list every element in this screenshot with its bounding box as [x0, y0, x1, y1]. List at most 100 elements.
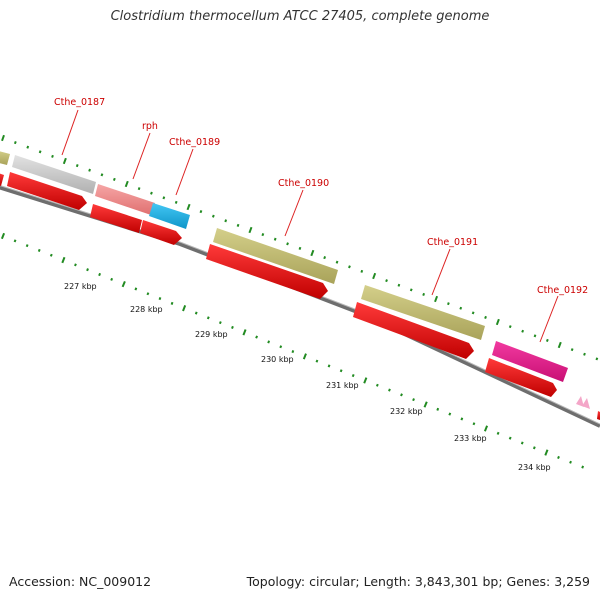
tick-mark [211, 214, 215, 218]
gene-label-rph: rph [142, 121, 158, 132]
tick-mark [100, 173, 104, 177]
feature-cthe-0191[interactable] [361, 285, 485, 340]
kbp-label: 229 kbp [195, 330, 228, 339]
accession-label: Accession: NC_009012 [9, 574, 152, 589]
tick-mark [124, 180, 129, 188]
pink-arrowhead [576, 396, 584, 407]
tick-mark [436, 407, 440, 411]
tick-mark [351, 374, 355, 378]
tick-mark [310, 249, 315, 257]
tick-mark [508, 436, 512, 440]
cds-arrow-cthe-0192[interactable] [485, 358, 557, 397]
kbp-label: 232 kbp [390, 407, 423, 416]
tick-mark [315, 359, 319, 363]
tick-mark [134, 287, 138, 291]
tick-mark [37, 248, 41, 252]
connector-cthe-0192 [539, 295, 559, 343]
tick-mark [471, 311, 475, 315]
connector-cthe-0190 [284, 189, 304, 237]
feature-cthe-0189[interactable] [149, 203, 190, 229]
tick-mark [248, 226, 253, 234]
kbp-tick-row [0, 232, 585, 469]
tick-mark [434, 295, 439, 303]
tick-mark [520, 441, 524, 445]
tick-mark [291, 350, 295, 354]
tick-mark [158, 297, 162, 301]
tick-mark [186, 203, 191, 211]
tick-mark [508, 325, 512, 329]
tick-mark [112, 177, 116, 181]
tick-mark [170, 301, 174, 305]
tick-mark [570, 348, 574, 352]
feature-cthe-0192[interactable] [492, 341, 568, 382]
tick-mark [121, 281, 126, 288]
tick-mark [400, 393, 403, 397]
tick-mark [557, 455, 560, 459]
tick-mark [146, 292, 150, 296]
tick-mark [242, 329, 247, 336]
tick-mark [286, 242, 289, 246]
tick-mark [409, 288, 413, 292]
tick-mark [460, 417, 464, 421]
tick-mark [495, 318, 500, 326]
tick-mark [13, 239, 17, 243]
tick-mark [335, 260, 339, 264]
cds-arrow-cthe-0189[interactable] [140, 220, 182, 245]
tick-mark [397, 283, 401, 287]
tick-mark [62, 157, 67, 165]
tick-mark [51, 154, 54, 158]
connector-cthe-0189 [175, 148, 194, 196]
tick-mark [224, 219, 228, 223]
genome-summary: Topology: circular; Length: 3,843,301 bp… [246, 574, 590, 589]
cds-arrow-cthe-0187[interactable] [7, 172, 87, 210]
gene-label-cthe-0191: Cthe_0191 [427, 237, 478, 248]
tick-mark [199, 210, 203, 214]
tick-mark [162, 196, 166, 200]
tick-mark [174, 200, 178, 204]
tick-mark [88, 168, 91, 172]
tick-mark [484, 315, 487, 319]
tick-mark [86, 268, 89, 272]
tick-mark [182, 305, 187, 312]
cds-arrow-cthe-0191[interactable] [353, 302, 474, 359]
tick-mark [279, 345, 283, 349]
tick-mark [206, 316, 210, 320]
outer-tick-row [1, 134, 599, 361]
feature-cthe-0190[interactable] [213, 228, 338, 284]
feature-track [0, 151, 568, 382]
tick-mark [360, 269, 364, 273]
tick-mark [532, 446, 536, 450]
tick-mark [459, 306, 463, 310]
cds-arrow-partial [0, 173, 4, 186]
tick-mark [545, 338, 549, 342]
tick-mark [38, 150, 42, 154]
tick-mark [261, 233, 265, 237]
tick-mark [385, 279, 388, 283]
cds-arrow-rph[interactable] [90, 204, 142, 233]
tick-mark [447, 302, 450, 306]
tick-mark [363, 377, 368, 384]
connector-cthe-0187 [61, 109, 79, 156]
kbp-label: 231 kbp [326, 381, 359, 390]
feature-rph[interactable] [95, 184, 155, 215]
gene-label-cthe-0192: Cthe_0192 [537, 285, 588, 296]
tick-mark [26, 145, 30, 149]
tick-mark [25, 244, 29, 248]
gene-label-cthe-0187: Cthe_0187 [54, 97, 105, 108]
feature-cthe-0187[interactable] [12, 155, 96, 194]
tick-mark [496, 431, 500, 435]
tick-mark [581, 465, 585, 469]
pink-arrowhead [582, 398, 590, 409]
tick-mark [0, 232, 6, 240]
tick-mark [49, 253, 53, 257]
tick-mark [557, 341, 562, 349]
map-title: Clostridium thermocellum ATCC 27405, com… [110, 9, 490, 24]
tick-mark [569, 460, 572, 464]
cds-arrow-cthe-0190[interactable] [206, 244, 328, 299]
tick-mark [388, 388, 391, 392]
tick-mark [533, 334, 537, 338]
connector-cthe-0191 [431, 248, 451, 296]
tick-mark [544, 449, 549, 456]
cds-track [0, 172, 600, 420]
